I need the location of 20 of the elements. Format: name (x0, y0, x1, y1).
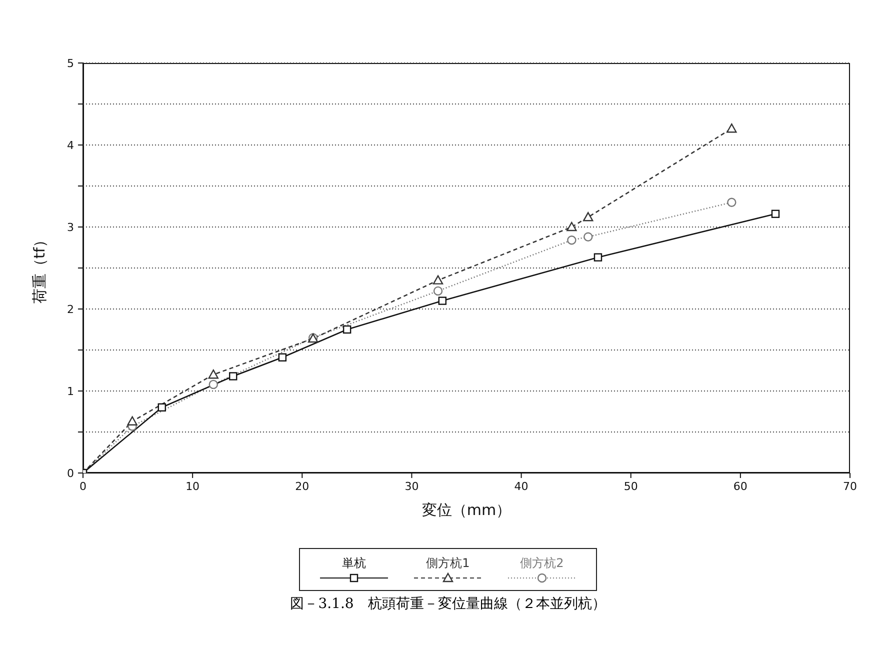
text: 図－3.1.8 杭頭荷重－変位量曲線（２本並列杭） (289, 595, 607, 613)
x-tick-label: 70 (843, 480, 857, 493)
y-axis-title: 荷重（tf） (30, 232, 48, 304)
x-tick-label: 60 (733, 480, 748, 493)
x-axis-title: 変位（mm） (422, 501, 512, 519)
text: 側方杭1 (426, 555, 470, 572)
y-tick-label: 2 (67, 302, 74, 316)
x-tick-label: 30 (404, 480, 419, 493)
y-tick-label: 0 (67, 466, 74, 480)
y-tick-label: 1 (67, 384, 74, 398)
text: 側方杭2 (520, 555, 564, 572)
y-tick-label: 4 (67, 138, 74, 152)
y-tick-label: 3 (67, 220, 74, 234)
x-tick-label: 0 (80, 480, 86, 493)
y-tick-label: 5 (67, 56, 74, 70)
x-tick-label: 10 (186, 480, 200, 493)
x-tick-label: 40 (514, 480, 528, 493)
text: 単杭 (342, 555, 366, 572)
x-tick-label: 50 (624, 480, 638, 493)
x-tick-label: 20 (295, 480, 310, 493)
